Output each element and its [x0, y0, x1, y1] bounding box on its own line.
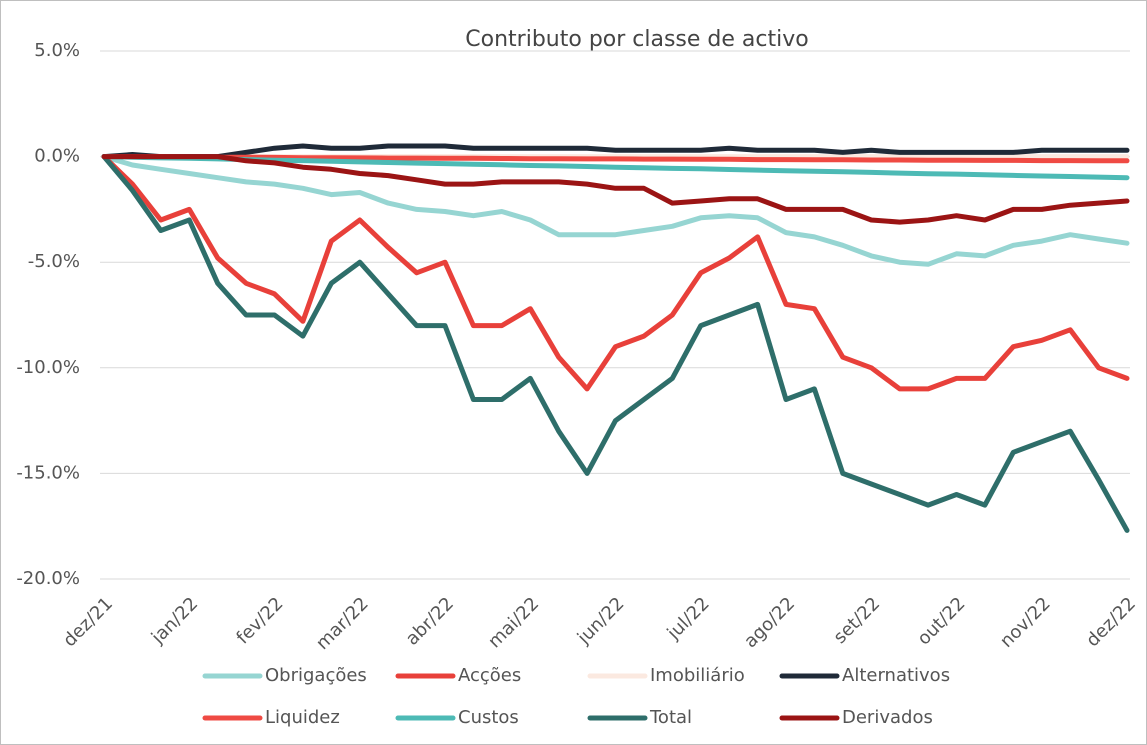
series-line — [101, 154, 1130, 267]
series-line — [101, 154, 1130, 164]
legend-label: Total — [649, 707, 692, 728]
legend-label: Derivados — [842, 707, 933, 728]
series-line — [101, 154, 1130, 225]
y-tick-label: -5.0% — [28, 251, 80, 272]
y-tick-label: -20.0% — [16, 568, 80, 589]
legend-label: Custos — [458, 707, 519, 728]
series-line — [101, 154, 1130, 392]
series-line — [101, 154, 1130, 533]
legend-label: Obrigações — [265, 665, 367, 686]
y-tick-label: 0.0% — [34, 146, 80, 167]
legend-label: Acções — [458, 665, 521, 686]
chart-title: Contributo por classe de activo — [465, 27, 808, 52]
legend-label: Liquidez — [265, 707, 340, 728]
y-tick-label: -10.0% — [16, 357, 80, 378]
legend-label: Alternativos — [842, 665, 950, 686]
series-line — [101, 143, 1130, 160]
legend-label: Imobiliário — [650, 665, 745, 686]
series-line — [101, 154, 1130, 181]
y-tick-label: -15.0% — [16, 462, 80, 483]
y-tick-label: 5.0% — [34, 40, 80, 61]
